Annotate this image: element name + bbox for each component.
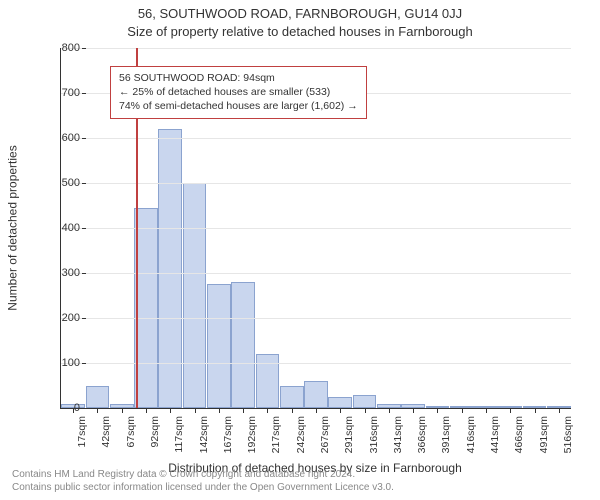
x-tick-label: 42sqm <box>100 416 112 500</box>
y-tick <box>82 273 86 274</box>
x-tick-label: 242sqm <box>295 416 307 500</box>
x-tick <box>243 409 244 413</box>
x-tick <box>437 409 438 413</box>
x-tick <box>340 409 341 413</box>
x-tick-label: 516sqm <box>562 416 574 500</box>
histogram-bar <box>498 406 522 408</box>
y-tick <box>82 228 86 229</box>
y-tick-label: 700 <box>44 88 80 99</box>
histogram-bar <box>547 406 571 408</box>
x-tick <box>365 409 366 413</box>
x-tick-label: 416sqm <box>465 416 477 500</box>
x-tick-label: 167sqm <box>222 416 234 500</box>
x-tick-label: 192sqm <box>246 416 258 500</box>
histogram-bar <box>110 404 134 409</box>
x-tick <box>486 409 487 413</box>
x-tick <box>462 409 463 413</box>
page-subtitle: Size of property relative to detached ho… <box>0 24 600 39</box>
x-tick <box>510 409 511 413</box>
x-tick-label: 391sqm <box>440 416 452 500</box>
x-tick-label: 217sqm <box>270 416 282 500</box>
x-tick <box>389 409 390 413</box>
x-tick-label: 466sqm <box>513 416 525 500</box>
y-tick-label: 300 <box>44 268 80 279</box>
histogram-bar <box>377 404 401 409</box>
x-tick-label: 92sqm <box>149 416 161 500</box>
annotation-line: 56 SOUTHWOOD ROAD: 94sqm <box>119 71 358 85</box>
y-axis-title-text: Number of detached properties <box>6 145 20 310</box>
y-tick-label: 400 <box>44 223 80 234</box>
x-tick-label: 291sqm <box>343 416 355 500</box>
x-tick <box>267 409 268 413</box>
x-tick-label: 441sqm <box>489 416 501 500</box>
chart-container: 56, SOUTHWOOD ROAD, FARNBOROUGH, GU14 0J… <box>0 0 600 500</box>
x-tick <box>170 409 171 413</box>
histogram-bar <box>280 386 304 409</box>
y-tick <box>82 138 86 139</box>
x-tick-label: 341sqm <box>392 416 404 500</box>
page-title-address: 56, SOUTHWOOD ROAD, FARNBOROUGH, GU14 0J… <box>0 6 600 21</box>
x-tick <box>122 409 123 413</box>
x-tick-label: 67sqm <box>125 416 137 500</box>
x-tick <box>97 409 98 413</box>
y-tick-label: 800 <box>44 43 80 54</box>
x-tick <box>413 409 414 413</box>
y-tick-label: 600 <box>44 133 80 144</box>
histogram-bar <box>426 406 450 408</box>
y-tick <box>82 363 86 364</box>
histogram-bar <box>86 386 110 409</box>
x-tick <box>559 409 560 413</box>
annotation-line: 74% of semi-detached houses are larger (… <box>119 99 358 113</box>
x-tick-label: 366sqm <box>416 416 428 500</box>
histogram-bar <box>231 282 255 408</box>
y-tick <box>82 48 86 49</box>
y-tick-label: 100 <box>44 358 80 369</box>
histogram-bar <box>207 284 231 408</box>
x-tick <box>195 409 196 413</box>
x-tick <box>219 409 220 413</box>
x-tick <box>316 409 317 413</box>
x-tick <box>292 409 293 413</box>
annotation-box: 56 SOUTHWOOD ROAD: 94sqm← 25% of detache… <box>110 66 367 119</box>
x-tick-label: 316sqm <box>368 416 380 500</box>
x-tick-label: 117sqm <box>173 416 185 500</box>
x-tick-label: 142sqm <box>198 416 210 500</box>
y-tick <box>82 93 86 94</box>
histogram-bar <box>523 406 547 408</box>
y-tick <box>82 318 86 319</box>
histogram-bar <box>353 395 377 409</box>
x-tick-label: 267sqm <box>319 416 331 500</box>
y-axis-title: Number of detached properties <box>6 48 20 408</box>
histogram-bar <box>183 183 207 408</box>
y-tick-label: 0 <box>44 403 80 414</box>
annotation-line: ← 25% of detached houses are smaller (53… <box>119 85 358 99</box>
histogram-bar <box>158 129 182 408</box>
y-tick-label: 500 <box>44 178 80 189</box>
x-tick-label: 17sqm <box>76 416 88 500</box>
histogram-bar <box>474 406 498 408</box>
histogram-bar <box>401 404 425 409</box>
y-tick <box>82 183 86 184</box>
x-tick-label: 491sqm <box>538 416 550 500</box>
histogram-bar <box>304 381 328 408</box>
histogram-bar <box>328 397 352 408</box>
x-tick <box>535 409 536 413</box>
histogram-bar <box>450 406 474 408</box>
y-tick <box>82 408 86 409</box>
x-tick <box>146 409 147 413</box>
y-tick-label: 200 <box>44 313 80 324</box>
